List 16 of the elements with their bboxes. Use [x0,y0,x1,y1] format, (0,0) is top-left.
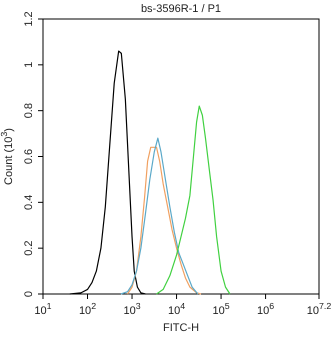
y-tick-label: 1 [23,62,35,68]
x-tick-label: 10$^{7.2}$ [306,301,332,317]
y-tick-label: 1.2 [23,11,35,27]
x-tick-label: 10$^{3}$ [123,301,141,317]
x-tick-label: 10$^{4}$ [168,301,186,317]
y-tick-label: 0.8 [23,103,35,118]
y-tick-label: 0.6 [23,148,35,164]
x-tick-label: 10$^{5}$ [212,301,230,317]
x-tick-label: 10$^{1}$ [34,301,52,317]
chart-title: bs-3596R-1 / P1 [140,3,222,15]
x-tick-label: 10$^{6}$ [257,301,274,317]
y-tick-label: 0.4 [23,194,35,210]
x-tick-label: 10$^{2}$ [78,301,96,317]
y-tick-label: 0.2 [23,240,35,256]
x-axis-title: FITC-H [162,322,200,334]
y-tick-label: 0 [23,290,35,298]
